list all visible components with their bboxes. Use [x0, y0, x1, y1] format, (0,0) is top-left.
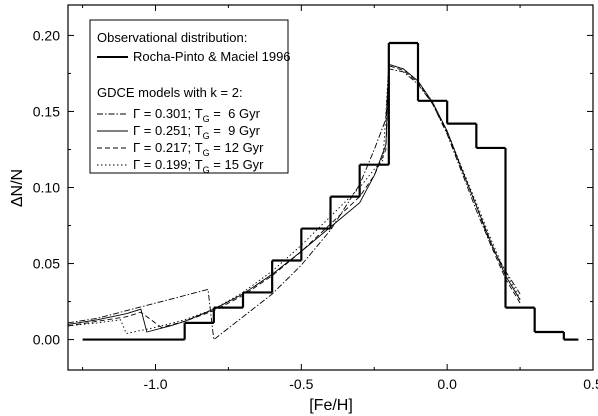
x-axis-ticks: -1.0 -0.5 0.0 0.5 [82, 5, 598, 392]
legend-entry-model-2: Γ = 0.217; TG = 12 Gyr [133, 140, 264, 158]
legend: Observational distribution: Rocha-Pinto … [89, 19, 291, 175]
legend-observational-heading: Observational distribution: [97, 30, 247, 45]
model-series-line-3 [67, 63, 521, 335]
legend-entry-model-0: Γ = 0.301; TG = 6 Gyr [133, 106, 261, 124]
x-tick-label: 0.5 [583, 376, 598, 392]
y-axis-label: ΔN/N [9, 169, 26, 207]
x-tick-label: -1.0 [143, 376, 167, 392]
legend-box [89, 19, 289, 174]
y-tick-label: 0.10 [33, 180, 60, 196]
model-series-line-2 [67, 65, 521, 328]
y-tick-label: 0.20 [33, 27, 60, 43]
legend-models-heading: GDCE models with k = 2: [97, 85, 243, 100]
y-axis-ticks: 0.00 0.05 0.10 0.15 0.20 [33, 27, 593, 348]
y-tick-label: 0.15 [33, 103, 60, 119]
y-tick-label: 0.05 [33, 256, 60, 272]
y-tick-label: 0.00 [33, 332, 60, 348]
x-tick-label: 0.0 [437, 376, 457, 392]
legend-entry-model-3: Γ = 0.199; TG = 15 Gyr [133, 157, 264, 175]
histogram-series [82, 41, 579, 341]
x-tick-label: -0.5 [289, 376, 313, 392]
x-axis-label: [Fe/H] [309, 397, 353, 414]
legend-entry-model-1: Γ = 0.251; TG = 9 Gyr [133, 123, 261, 141]
model-series-group [67, 63, 521, 341]
legend-entry-histogram: Rocha-Pinto & Maciel 1996 [133, 49, 291, 64]
